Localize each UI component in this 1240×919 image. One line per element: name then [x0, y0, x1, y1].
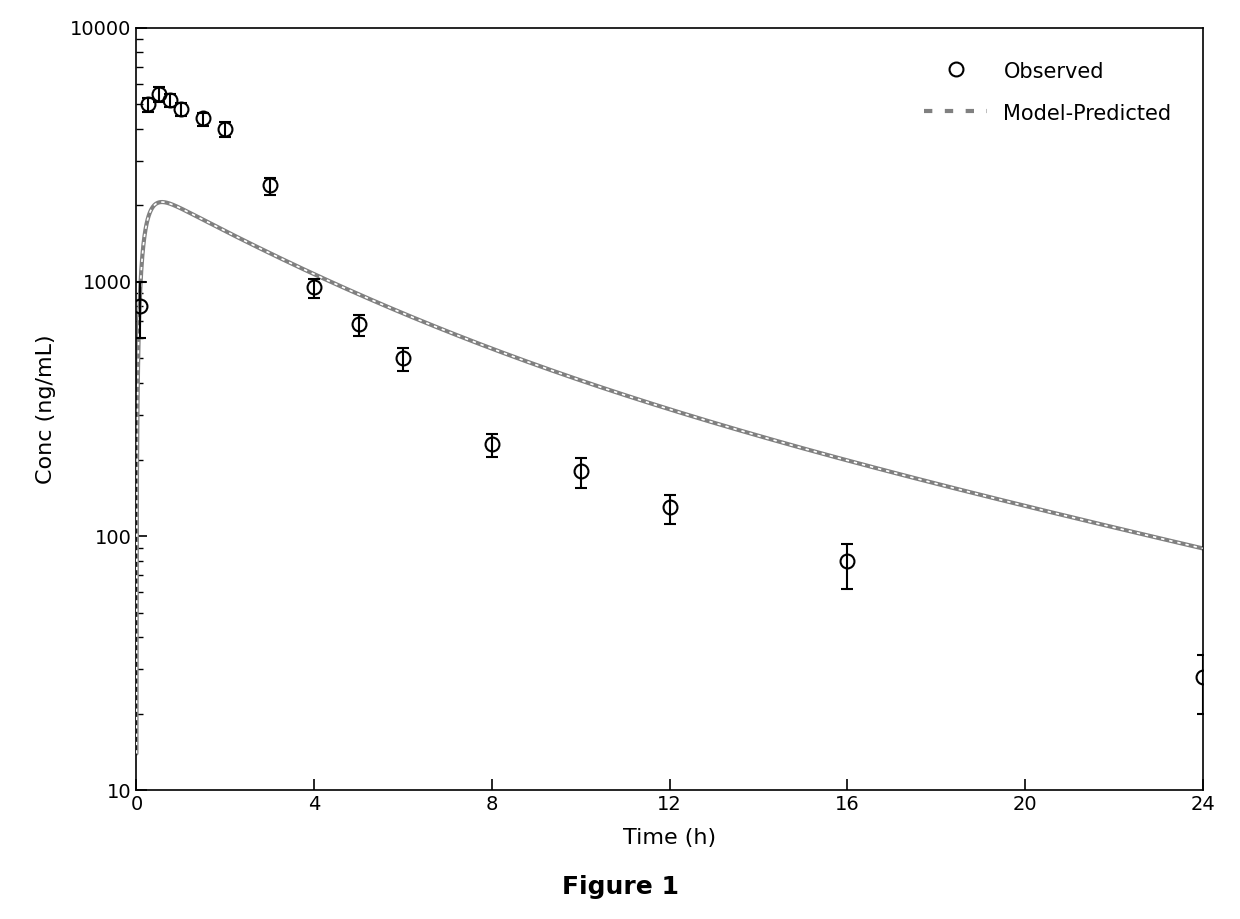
- Text: Figure 1: Figure 1: [562, 875, 678, 899]
- Y-axis label: Conc (ng/mL): Conc (ng/mL): [36, 335, 56, 483]
- Legend: Observed, Model-Predicted: Observed, Model-Predicted: [904, 38, 1193, 147]
- X-axis label: Time (h): Time (h): [622, 828, 717, 848]
